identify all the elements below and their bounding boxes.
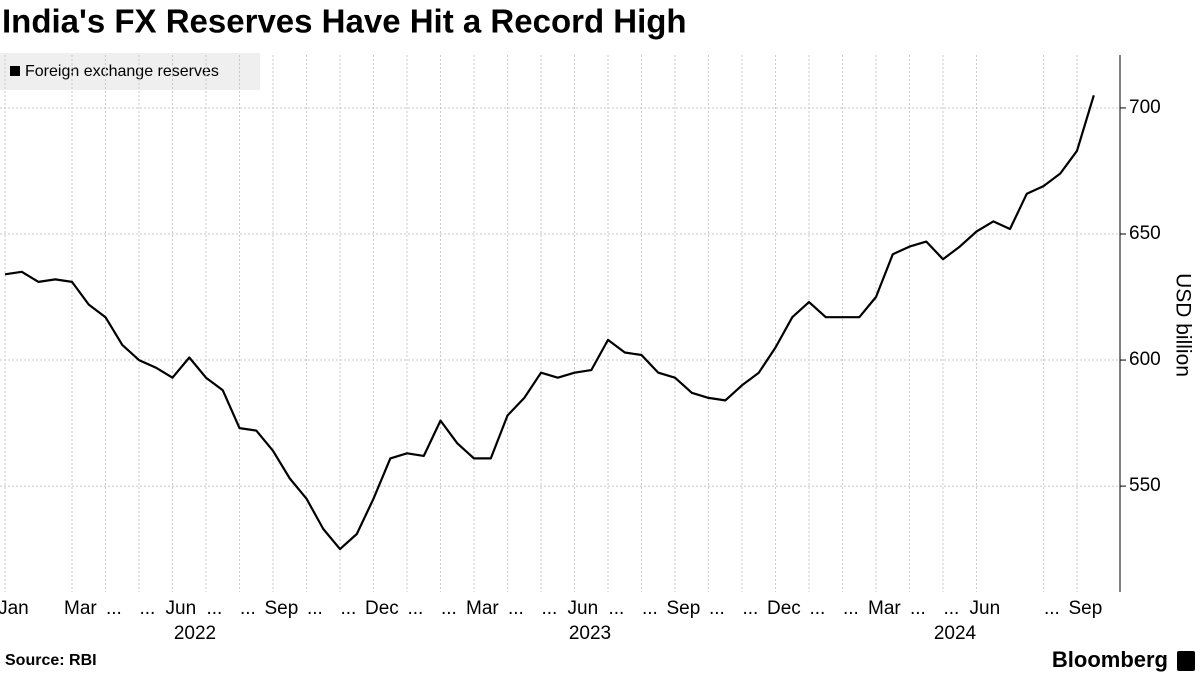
x-tick-label: Jun: [568, 598, 599, 619]
x-tick-label: ...: [910, 598, 926, 619]
x-tick-label: Mar: [868, 598, 901, 619]
x-tick-label: ...: [307, 598, 323, 619]
x-tick-label: ...: [709, 598, 725, 619]
legend-box: [0, 53, 260, 90]
x-tick-label: ...: [809, 598, 825, 619]
x-tick-label: ...: [240, 598, 256, 619]
brand: Bloomberg: [1052, 647, 1168, 672]
x-tick-label: ...: [106, 598, 122, 619]
x-tick-label: Sep: [264, 598, 298, 619]
x-tick-label: ...: [508, 598, 524, 619]
x-tick-label: Sep: [666, 598, 700, 619]
brand-icon: [1177, 651, 1195, 671]
x-tick-label: ...: [206, 598, 222, 619]
x-tick-label: Jun: [970, 598, 1001, 619]
x-tick-label: Jan: [0, 598, 29, 619]
x-tick-label: ...: [943, 598, 959, 619]
x-group-label: 2022: [174, 623, 216, 644]
x-tick-label: ...: [742, 598, 758, 619]
x-tick-label: Dec: [365, 598, 399, 619]
source: Source: RBI: [5, 652, 97, 669]
x-tick-label: Mar: [64, 598, 97, 619]
x-tick-label: ...: [407, 598, 423, 619]
x-tick-label: ...: [608, 598, 624, 619]
y-tick-label: 650: [1129, 223, 1161, 244]
y-tick-label: 550: [1129, 475, 1161, 496]
x-tick-label: ...: [541, 598, 557, 619]
x-tick-label: ...: [642, 598, 658, 619]
x-tick-label: Sep: [1068, 598, 1102, 619]
y-tick-label: 700: [1129, 97, 1161, 118]
x-tick-label: ...: [441, 598, 457, 619]
x-group-label: 2024: [934, 623, 977, 644]
line-series: [4, 94, 1095, 551]
legend-label: Foreign exchange reserves: [25, 63, 219, 80]
y-axis-label: USD billion: [1171, 273, 1194, 377]
legend-swatch: [10, 66, 20, 76]
x-tick-label: ...: [139, 598, 155, 619]
x-tick-label: Dec: [767, 598, 801, 619]
x-tick-label: ...: [1044, 598, 1060, 619]
chart-title: India's FX Reserves Have Hit a Record Hi…: [2, 3, 687, 40]
x-group-label: 2023: [569, 623, 611, 644]
x-tick-label: ...: [843, 598, 859, 619]
x-tick-label: ...: [340, 598, 356, 619]
x-tick-label: Mar: [466, 598, 499, 619]
x-tick-label: Jun: [166, 598, 197, 619]
y-tick-label: 600: [1129, 349, 1161, 370]
